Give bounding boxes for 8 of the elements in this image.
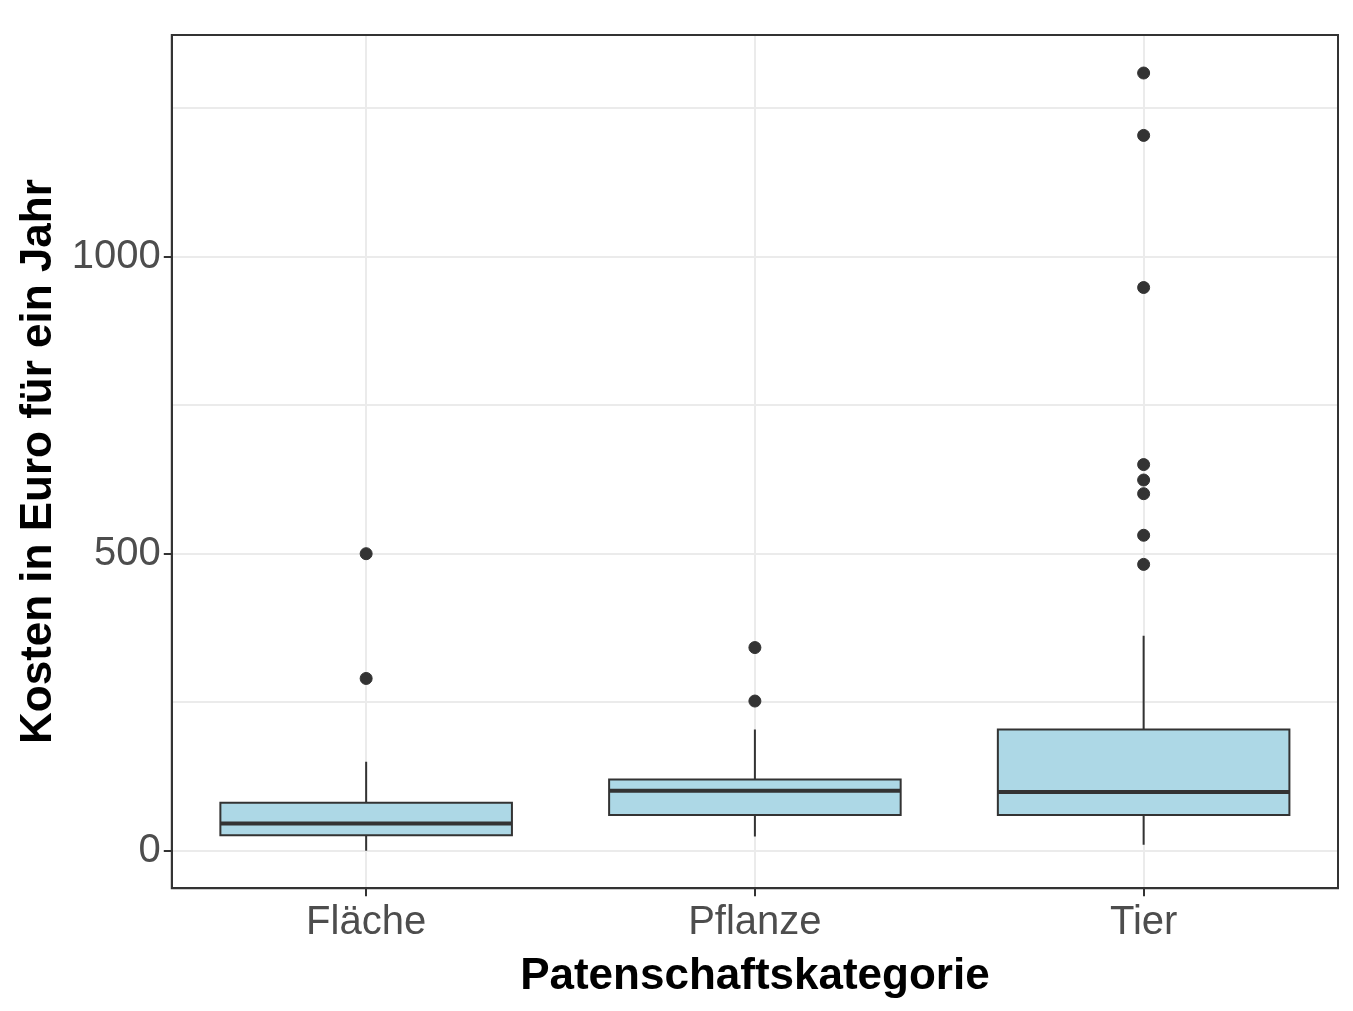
y-axis-title: Kosten in Euro für ein Jahr [10,179,60,744]
y-tick-label: 500 [94,528,161,573]
x-tick-label: Pflanze [688,898,822,943]
x-tick-label: Fläche [306,898,427,943]
x-tick-label: Tier [1109,898,1178,943]
x-axis-title: Patenschaftskategorie [520,948,990,998]
y-tick-label: 1000 [71,231,161,276]
y-tick-label: 0 [138,825,161,870]
